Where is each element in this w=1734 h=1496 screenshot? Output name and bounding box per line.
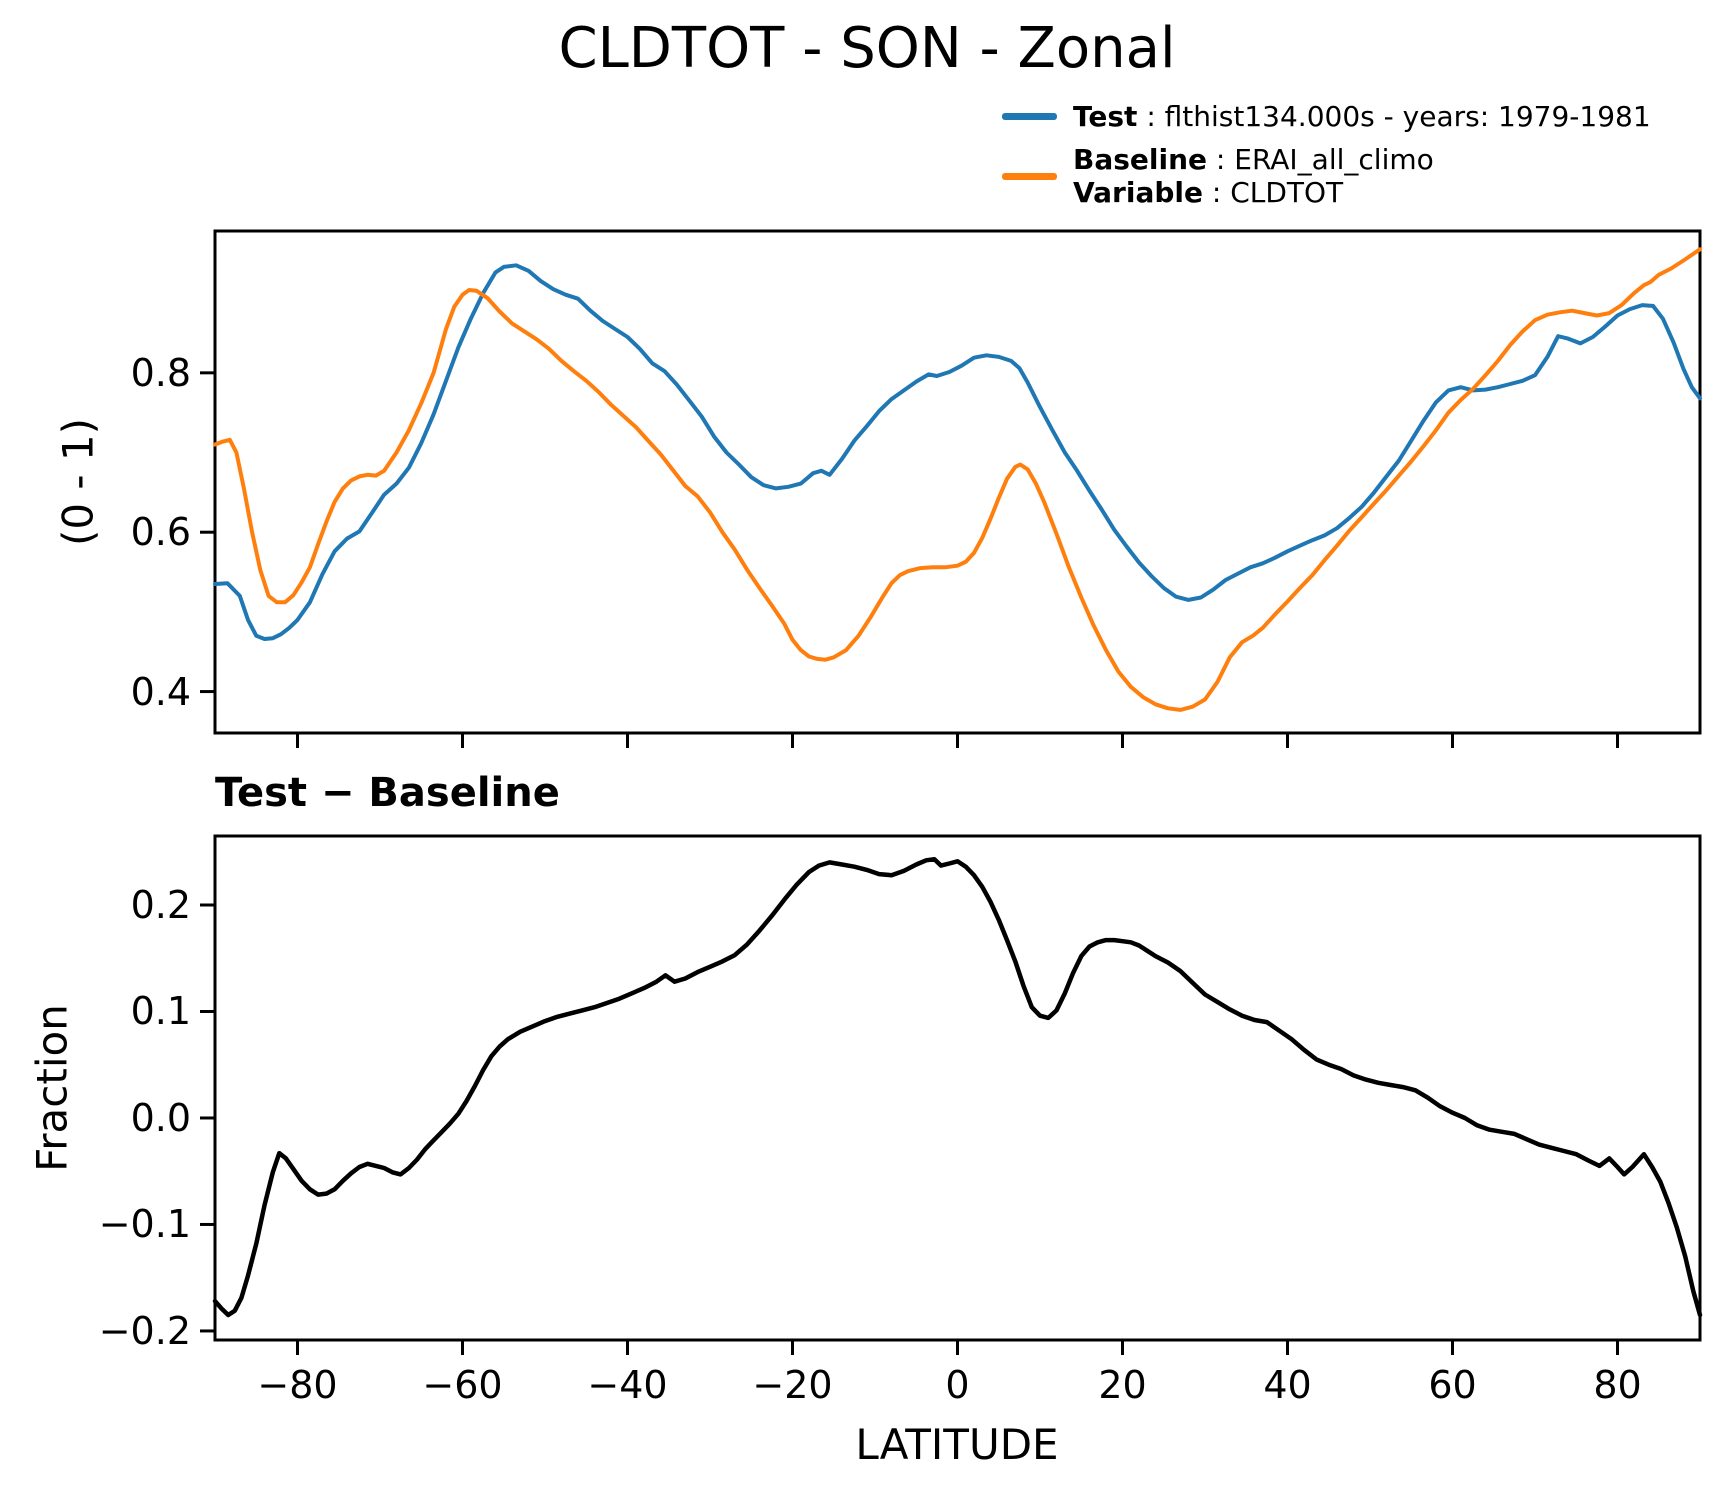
baseline-line-swatch	[1002, 172, 1057, 180]
page-title: CLDTOT - SON - Zonal	[558, 16, 1176, 81]
x-tick-label: 80	[1593, 1363, 1642, 1407]
y-tick-label: 0.4	[130, 669, 191, 714]
series-line	[213, 247, 1702, 712]
test-line-swatch	[1002, 113, 1057, 120]
legend-item-test-label: Test : flthist134.000s - years: 1979-198…	[1073, 100, 1651, 133]
y-tick-label: 0.1	[130, 989, 191, 1034]
x-tick-label: −80	[257, 1363, 338, 1407]
x-tick-label: −40	[587, 1363, 668, 1407]
bottom-chart-title: Test − Baseline	[215, 770, 560, 816]
axes-frame-top	[213, 229, 1702, 735]
x-tick-label: 0	[945, 1363, 970, 1407]
legend: Test : flthist134.000s - years: 1979-198…	[1002, 100, 1651, 209]
y-tick-label: 0.6	[130, 510, 191, 555]
x-tick-label: −20	[752, 1363, 833, 1407]
x-axis-label: LATITUDE	[855, 1420, 1059, 1469]
x-tick-label: 20	[1098, 1363, 1147, 1407]
series-line	[212, 856, 1703, 1318]
y-tick-label: −0.1	[98, 1202, 191, 1247]
x-tick-label: 60	[1428, 1363, 1477, 1407]
axes-frame-bottom	[213, 834, 1702, 1342]
y-tick-label: 0.0	[130, 1095, 191, 1140]
legend-item-baseline: Baseline : ERAI_all_climo Variable : CLD…	[1002, 143, 1651, 209]
x-tick-label: 40	[1263, 1363, 1312, 1407]
y-tick-label: −0.2	[98, 1308, 191, 1353]
legend-item-test: Test : flthist134.000s - years: 1979-198…	[1002, 100, 1651, 133]
y-tick-label: 0.2	[130, 883, 191, 927]
series-line	[213, 263, 1702, 641]
x-tick-label: −60	[422, 1363, 503, 1407]
y-tick-label: 0.8	[130, 350, 191, 395]
legend-item-baseline-label: Baseline : ERAI_all_climo Variable : CLD…	[1073, 143, 1434, 209]
